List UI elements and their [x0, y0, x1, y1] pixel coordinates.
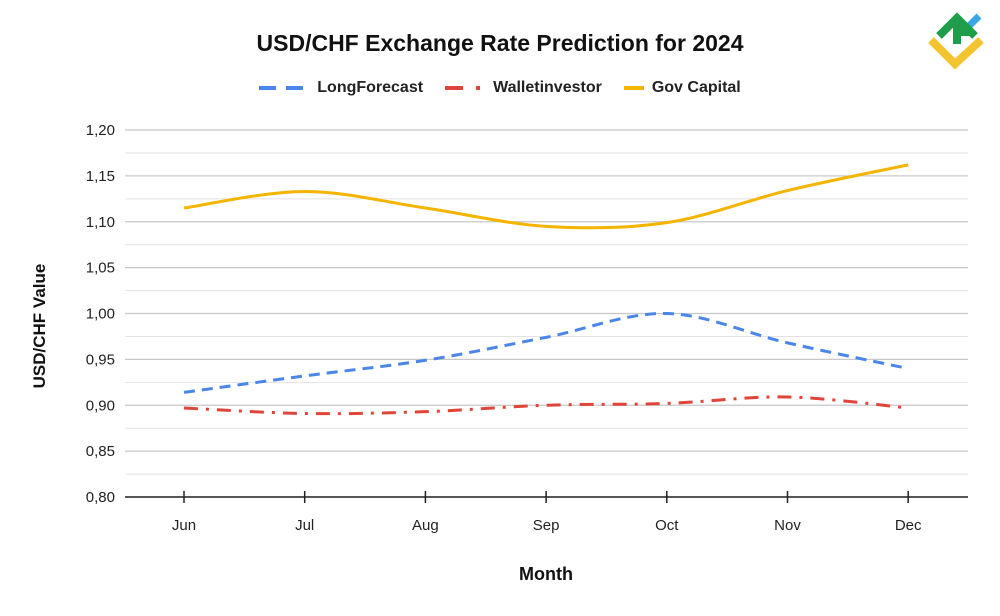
y-tick-label: 0,95 [86, 351, 115, 368]
series-line-longforecast [183, 311, 909, 394]
x-tick-label: Aug [412, 517, 439, 534]
y-axis-title: USD/CHF Value [30, 263, 49, 389]
y-tick-label: 1,10 [86, 214, 115, 231]
x-tick-label: Sep [533, 517, 560, 534]
legend-label: LongForecast [317, 79, 424, 96]
y-tick-label: 0,90 [86, 397, 115, 414]
legend-swatch-gov-capital [623, 86, 644, 90]
chart-title: USD/CHF Exchange Rate Prediction for 202… [256, 30, 744, 56]
x-tick-label: Nov [774, 517, 801, 534]
series-line-gov-capital [183, 163, 909, 230]
legend-label: Walletinvestor [493, 79, 602, 96]
x-tick-label: Dec [895, 517, 922, 534]
legend-swatch-walletinvestor [445, 86, 481, 90]
y-tick-label: 1,00 [86, 306, 115, 323]
x-tick-label: Oct [655, 517, 679, 534]
legend-swatch-longforecast [259, 86, 310, 90]
legend-item-gov-capital: Gov Capital [623, 79, 741, 97]
y-tick-label: 0,85 [86, 443, 115, 460]
y-tick-label: 0,80 [86, 489, 115, 506]
legend: LongForecast Walletinvestor Gov Capital [0, 79, 1000, 97]
legend-item-walletinvestor: Walletinvestor [445, 79, 602, 97]
y-tick-label: 1,15 [86, 168, 115, 185]
x-axis-title: Month [519, 564, 573, 584]
brand-logo-icon [928, 12, 984, 70]
x-tick-label: Jun [172, 517, 196, 534]
series-line-walletinvestor [183, 395, 909, 416]
legend-label: Gov Capital [651, 79, 741, 96]
y-tick-label: 1,05 [86, 260, 115, 277]
x-tick-label: Jul [295, 517, 314, 534]
y-tick-label: 1,20 [86, 122, 115, 139]
legend-item-longforecast: LongForecast [259, 79, 423, 97]
